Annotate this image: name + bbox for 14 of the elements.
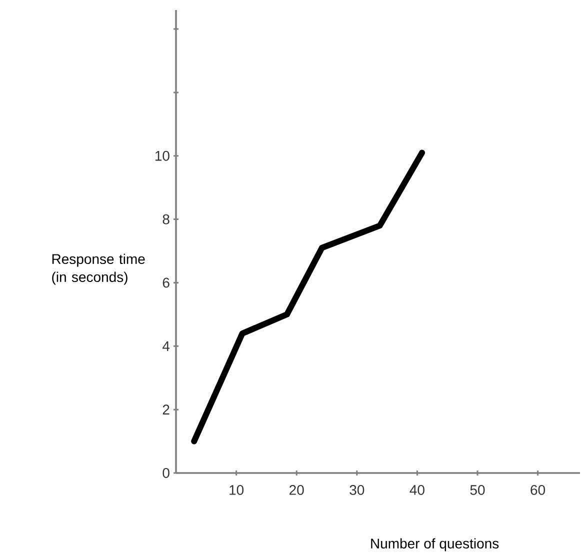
x-tick-label: 10 bbox=[230, 485, 244, 495]
y-tick-label: 2 bbox=[162, 404, 170, 414]
x-tick-label: 40 bbox=[410, 485, 424, 495]
y-tick-label: 4 bbox=[162, 341, 170, 351]
y-tick-label: 6 bbox=[162, 278, 170, 288]
x-tick-label: 20 bbox=[290, 485, 304, 495]
x-tick-label: 60 bbox=[530, 485, 546, 495]
y-tick-label: 0 bbox=[162, 468, 170, 478]
y-axis-title: Response time (in seconds) bbox=[52, 254, 145, 285]
x-tick-label: 50 bbox=[470, 485, 485, 495]
y-tick-label: 8 bbox=[162, 214, 170, 224]
y-tick-label: 10 bbox=[155, 150, 170, 161]
x-tick-label: 30 bbox=[350, 485, 364, 495]
x-axis-title: Number of questions bbox=[371, 538, 499, 552]
